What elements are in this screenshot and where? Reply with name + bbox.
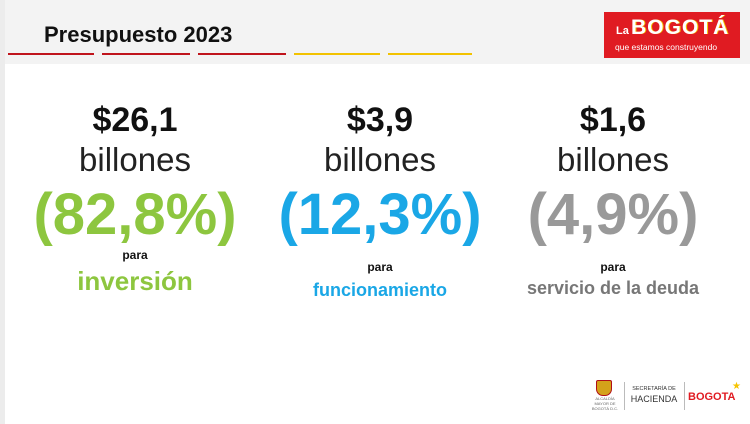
budget-purpose: funcionamiento [313, 280, 447, 300]
logo-prefix: La [616, 25, 629, 37]
budget-para: para [600, 260, 626, 274]
footer-divider [684, 382, 685, 410]
budget-amount: $3,9 [346, 101, 414, 139]
budget-unit: billones [324, 141, 436, 178]
header-rule-2 [102, 53, 190, 55]
hacienda-label: HACIENDA [630, 394, 678, 404]
secretaria-label: SECRETARÍA DE [632, 386, 676, 392]
budget-column-inversion: $26,1 billones (82,8%) para inversión [30, 100, 240, 297]
page-title: Presupuesto 2023 [44, 22, 233, 47]
budget-amount: $26,1 [92, 101, 178, 139]
budget-purpose: servicio de la deuda [526, 278, 700, 298]
budget-unit: billones [557, 141, 669, 178]
header-rule-4 [294, 53, 380, 55]
slide-edge [0, 0, 5, 424]
budget-percent: (4,9%) [527, 182, 699, 247]
header-rule-1 [8, 53, 94, 55]
header-rule-5 [388, 53, 472, 55]
budget-para: para [122, 248, 148, 262]
bogota-wordmark: BOGOTA [688, 391, 736, 403]
budget-percent: (12,3%) [278, 182, 482, 247]
logo-tagline: que estamos construyendo [615, 42, 718, 52]
logo-name: BOGOTÁ [631, 16, 730, 39]
budget-unit: billones [79, 141, 191, 178]
budget-para: para [367, 260, 393, 274]
header-rule-3 [198, 53, 286, 55]
bogota-logo: La BOGOTÁ que estamos construyendo [604, 12, 740, 58]
footer-divider [624, 382, 625, 410]
budget-column-funcionamiento: $3,9 billones (12,3%) para funcionamient… [270, 100, 490, 301]
crest-icon [596, 380, 612, 396]
budget-percent: (82,8%) [33, 182, 237, 247]
footer-logos: ALCALDÍA MAYOR DE BOGOTÁ D.C. SECRETARÍA… [590, 380, 746, 414]
budget-purpose: inversión [77, 266, 193, 296]
budget-column-deuda: $1,6 billones (4,9%) para servicio de la… [500, 100, 726, 299]
crest-text: ALCALDÍA MAYOR DE BOGOTÁ D.C. [591, 396, 619, 411]
star-icon: ★ [732, 381, 741, 392]
budget-amount: $1,6 [579, 101, 647, 139]
